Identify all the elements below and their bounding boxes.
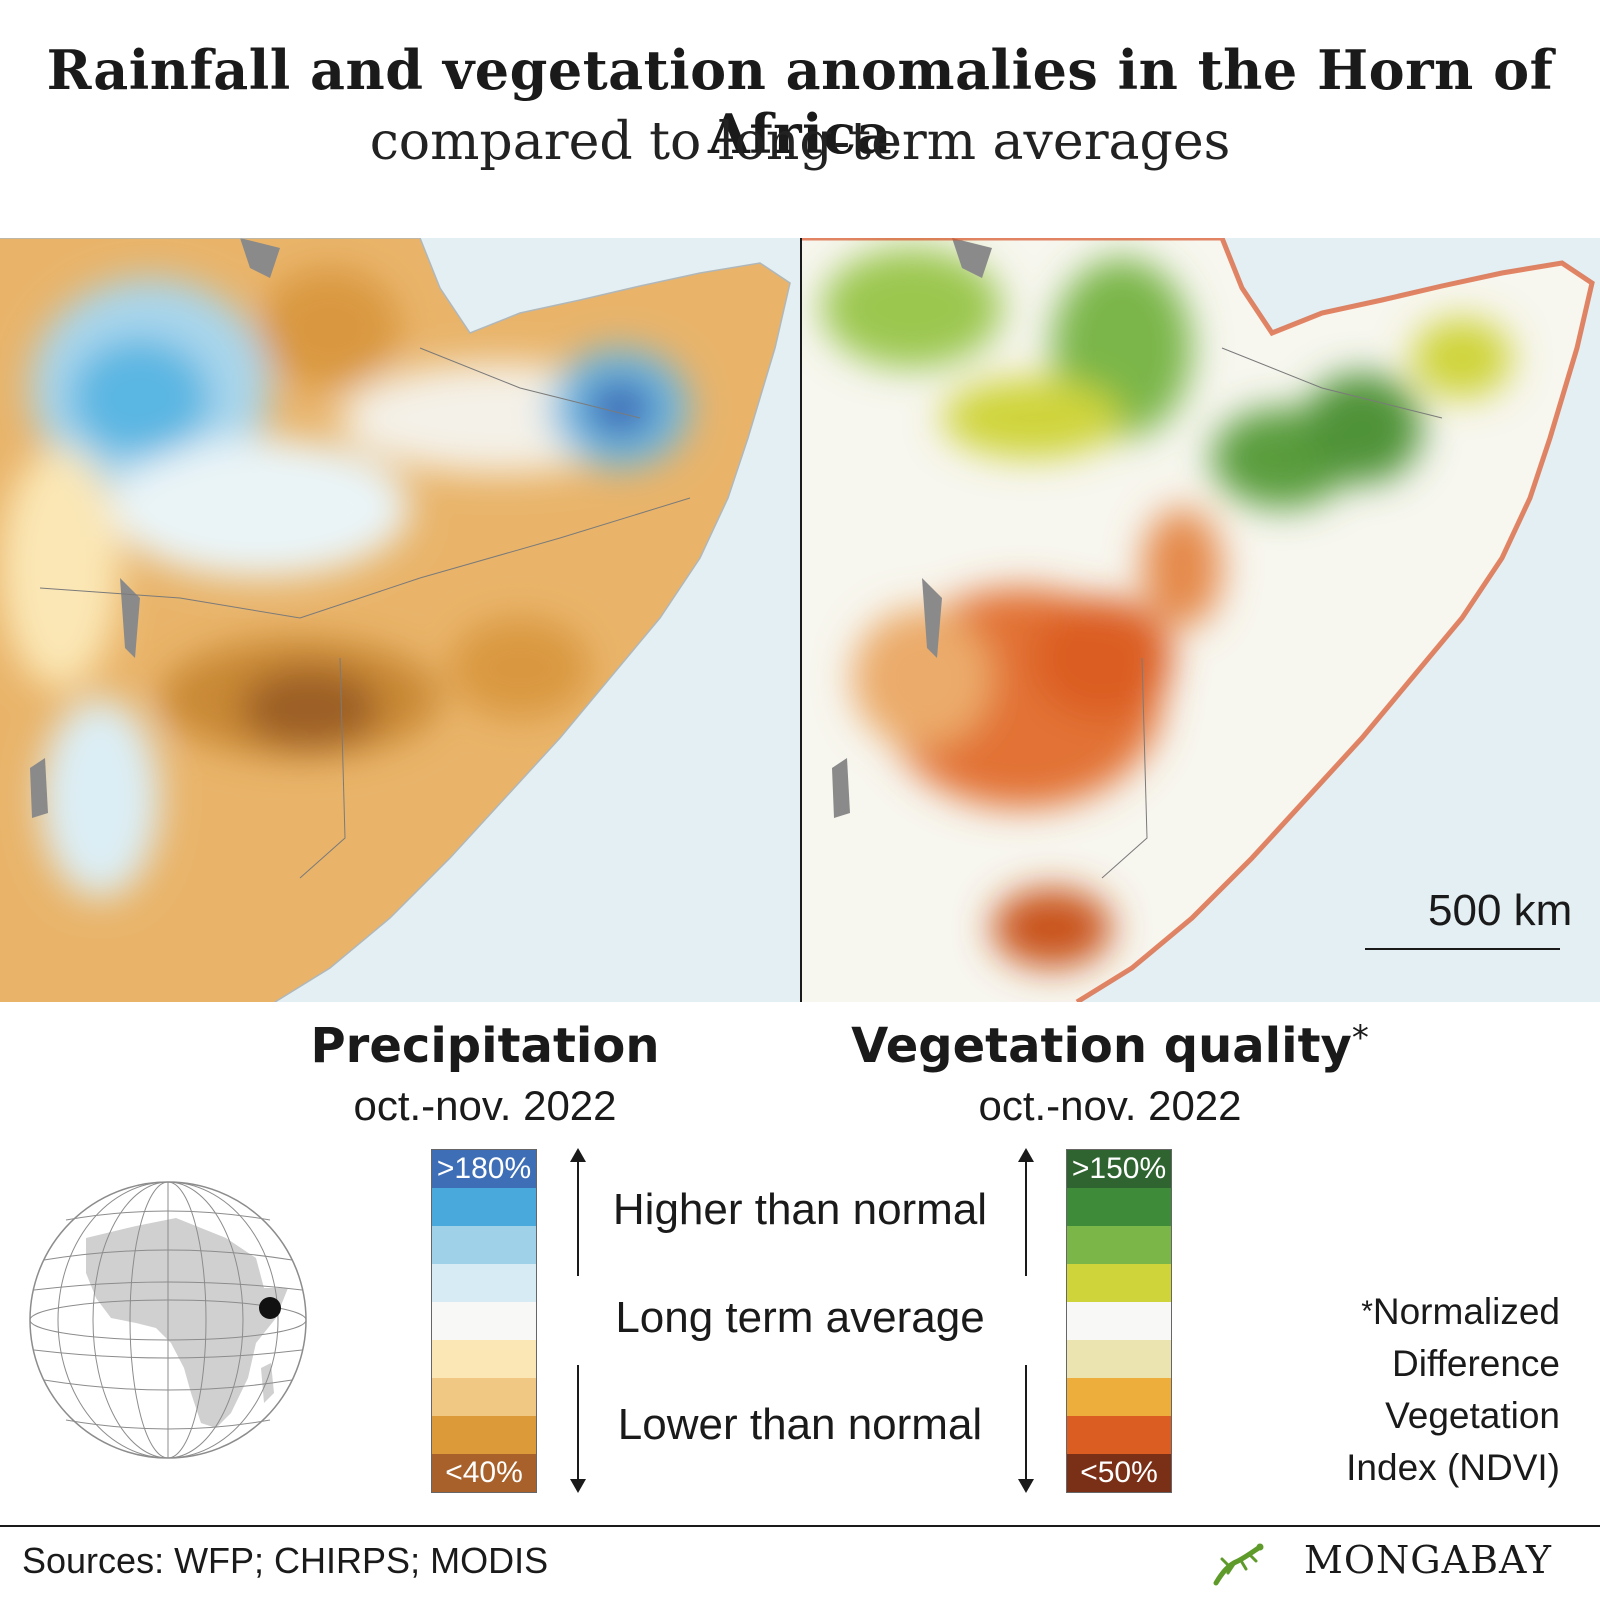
- ndvi-line-1: *Normalized: [1346, 1286, 1560, 1338]
- ndvi-line-4: Index (NDVI): [1346, 1447, 1560, 1488]
- gecko-logo-icon: [1213, 1543, 1264, 1586]
- legend_veg-swatch-8: <50%: [1067, 1454, 1171, 1492]
- ndvi-footnote: *Normalized Difference Vegetation Index …: [1346, 1286, 1560, 1494]
- legend_precip-swatch-5: [432, 1340, 536, 1378]
- legend_veg-swatch-7: [1067, 1416, 1171, 1454]
- legend-lower-label: Lower than normal: [617, 1400, 983, 1449]
- map-divider: [800, 238, 802, 1002]
- legend_precip-swatch-4: [432, 1302, 536, 1340]
- ndvi-mark: *: [1361, 1295, 1373, 1328]
- scale-bar: [1365, 948, 1560, 950]
- scale-label: 500 km: [1428, 886, 1573, 935]
- precipitation-colorbar: >180% <40%: [431, 1149, 537, 1493]
- sources-text: Sources: WFP; CHIRPS; MODIS: [22, 1540, 549, 1581]
- page-title: Rainfall and vegetation anomalies in the…: [46, 38, 1554, 166]
- globe-locator-icon: [29, 1181, 307, 1459]
- vegetation-arrows-icon: [1018, 1148, 1034, 1493]
- legend_precip-swatch-0: >180%: [432, 1150, 536, 1188]
- legend_precip-swatch-1: [432, 1188, 536, 1226]
- ndvi-line-1-text: Normalized: [1372, 1291, 1560, 1332]
- precipitation-legend-title: Precipitation: [310, 1018, 660, 1074]
- legend_precip-swatch-2: [432, 1226, 536, 1264]
- vegetation-map-graphic: [802, 238, 1600, 1002]
- vegetation-legend-period: oct.-nov. 2022: [978, 1082, 1242, 1129]
- legend_veg-swatch-4: [1067, 1302, 1171, 1340]
- precipitation-legend-period: oct.-nov. 2022: [353, 1082, 617, 1129]
- vegetation-title-text: Vegetation quality: [851, 1018, 1352, 1074]
- legend_veg-swatch-5: [1067, 1340, 1171, 1378]
- vegetation-title-mark: *: [1351, 1018, 1369, 1058]
- footer-divider: [0, 1525, 1600, 1527]
- legend_veg-swatch-2: [1067, 1226, 1171, 1264]
- legend-higher-label: Higher than normal: [612, 1185, 988, 1234]
- brand-name: MONGABAY: [1303, 1538, 1552, 1582]
- legend_veg-swatch-0: >150%: [1067, 1150, 1171, 1188]
- precipitation-arrows-icon: [570, 1148, 586, 1493]
- legend_precip-swatch-6: [432, 1378, 536, 1416]
- legend_precip-swatch-3: [432, 1264, 536, 1302]
- precipitation-map[interactable]: [0, 238, 800, 1002]
- legend-average-label: Long term average: [615, 1293, 985, 1342]
- legend_veg-swatch-6: [1067, 1378, 1171, 1416]
- page-subtitle: compared to long-term averages: [369, 112, 1231, 172]
- precipitation-map-graphic: [0, 238, 800, 1002]
- ndvi-line-3: Vegetation: [1385, 1395, 1560, 1436]
- vegetation-colorbar: >150% <50%: [1066, 1149, 1172, 1493]
- legend_precip-swatch-8: <40%: [432, 1454, 536, 1492]
- legend_veg-swatch-3: [1067, 1264, 1171, 1302]
- vegetation-map[interactable]: [802, 238, 1600, 1002]
- legend_precip-swatch-7: [432, 1416, 536, 1454]
- ndvi-line-2: Difference: [1392, 1343, 1560, 1384]
- legend_veg-swatch-1: [1067, 1188, 1171, 1226]
- vegetation-legend-title: Vegetation quality*: [850, 1018, 1370, 1074]
